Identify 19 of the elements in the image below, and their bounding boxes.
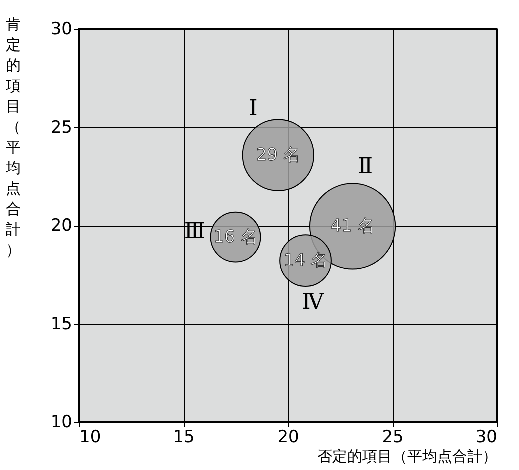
y-tick-label: 30 [50,20,72,40]
annotation: Ⅱ [358,154,374,180]
x-tick-label: 25 [382,428,404,448]
annotation: Ⅳ [302,290,326,316]
y-tick-label: 20 [50,216,72,236]
y-tick-label: 25 [50,118,72,138]
annotation: 29 名 [256,145,300,166]
y-tick-label: 10 [50,412,72,432]
annotation: 41 名 [330,216,375,236]
y-tick-label: 15 [50,314,72,334]
x-tick-label: 30 [476,428,498,448]
x-tick-label: 20 [278,428,300,448]
x-axis-title: 否定的項目（平均点合計） [318,448,498,466]
text: 肯定的項目（平均点合計） [6,16,21,259]
annotation: 16 名 [214,227,258,248]
annotation: 14 名 [284,250,328,271]
x-tick-label: 10 [80,428,102,448]
annotation: Ⅰ [249,96,258,122]
x-tick-label: 15 [173,428,195,448]
